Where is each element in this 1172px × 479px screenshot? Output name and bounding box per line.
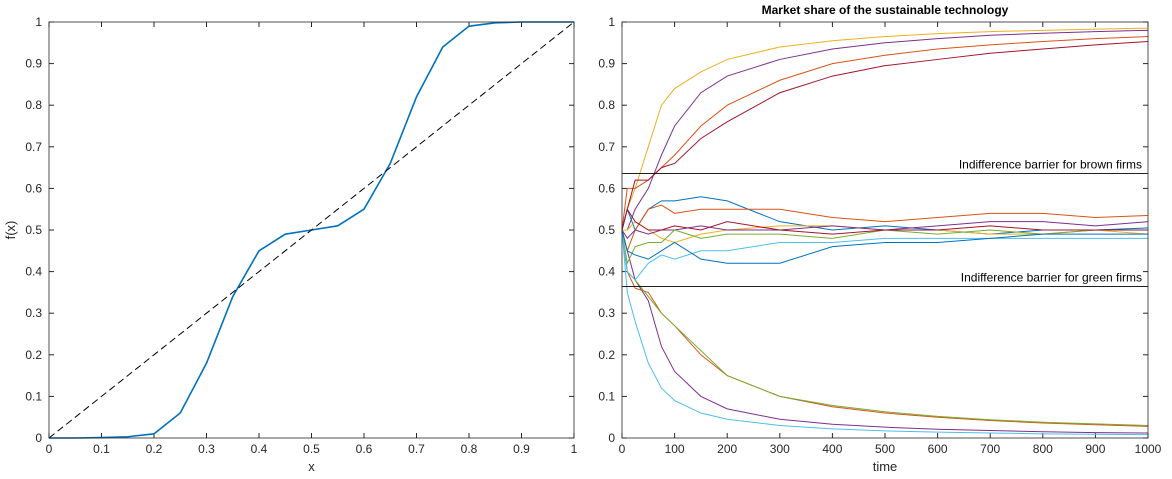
series-line [621, 207, 1148, 235]
x-tick-label: 600 [928, 442, 948, 456]
y-axis-label: f(x) [3, 221, 18, 240]
x-tick-label: 0.8 [461, 442, 478, 456]
y-tick-label: 0.5 [598, 223, 615, 237]
x-tick-label: 0.7 [408, 442, 425, 456]
series-line [621, 229, 1149, 434]
y-tick-label: 1 [608, 15, 615, 29]
y-tick-label: 0.3 [25, 306, 42, 320]
x-tick-label: 0.9 [513, 442, 530, 456]
series-line [621, 229, 1149, 436]
y-tick-label: 0.7 [598, 140, 615, 154]
x-tick-label: 100 [665, 442, 685, 456]
series-line [48, 21, 575, 439]
y-tick-label: 0.1 [25, 389, 42, 403]
y-tick-label: 0.1 [598, 389, 615, 403]
x-tick-label: 0.6 [356, 442, 373, 456]
x-tick-label: 0 [46, 442, 53, 456]
x-tick-label: 700 [980, 442, 1000, 456]
x-axis-label: time [873, 459, 898, 474]
x-tick-label: 200 [717, 442, 737, 456]
x-axis-label: x [308, 459, 315, 474]
plot-frame [621, 21, 1149, 439]
y-tick-label: 0.9 [598, 57, 615, 71]
x-tick-label: 1 [571, 442, 578, 456]
y-tick-label: 0.8 [25, 98, 42, 112]
series-line [621, 204, 1149, 253]
x-tick-label: 0.2 [146, 442, 163, 456]
y-tick-label: 0 [35, 431, 42, 445]
y-tick-label: 0.2 [25, 348, 42, 362]
chart-title: Market share of the sustainable technolo… [762, 3, 1009, 17]
y-tick-label: 0.8 [598, 98, 615, 112]
x-tick-label: 500 [875, 442, 895, 456]
y-tick-label: 0.4 [598, 265, 615, 279]
series-line [621, 229, 1148, 264]
x-tick-label: 900 [1085, 442, 1105, 456]
x-tick-label: 0 [619, 442, 626, 456]
y-tick-label: 0.6 [25, 181, 42, 195]
barrier-label: Indifference barrier for brown firms [959, 157, 1142, 171]
x-tick-label: 0.5 [303, 442, 320, 456]
y-tick-label: 0.9 [25, 57, 42, 71]
series-line [621, 36, 1149, 231]
x-tick-label: 400 [822, 442, 842, 456]
series-line [621, 27, 1149, 231]
series-line [621, 229, 1148, 265]
x-tick-label: 300 [770, 442, 790, 456]
y-tick-label: 0.5 [25, 223, 42, 237]
barrier-label: Indifference barrier for green firms [961, 271, 1142, 285]
x-tick-label: 0.4 [251, 442, 268, 456]
series-line [622, 29, 1149, 231]
y-tick-label: 0.7 [25, 140, 42, 154]
plot-frame [48, 21, 575, 439]
series-line [621, 41, 1149, 231]
series-line [621, 229, 1148, 281]
series-line [621, 229, 1149, 427]
y-tick-label: 0.4 [25, 265, 42, 279]
y-tick-label: 0.6 [598, 181, 615, 195]
series-line [621, 221, 1149, 240]
x-tick-label: 800 [1033, 442, 1053, 456]
y-tick-label: 0.2 [598, 348, 615, 362]
x-tick-label: 0.1 [93, 442, 110, 456]
y-tick-label: 1 [35, 15, 42, 29]
y-tick-label: 0 [608, 431, 615, 445]
x-tick-label: 0.3 [198, 442, 215, 456]
y-tick-label: 0.3 [598, 306, 615, 320]
x-tick-label: 1000 [1135, 442, 1162, 456]
